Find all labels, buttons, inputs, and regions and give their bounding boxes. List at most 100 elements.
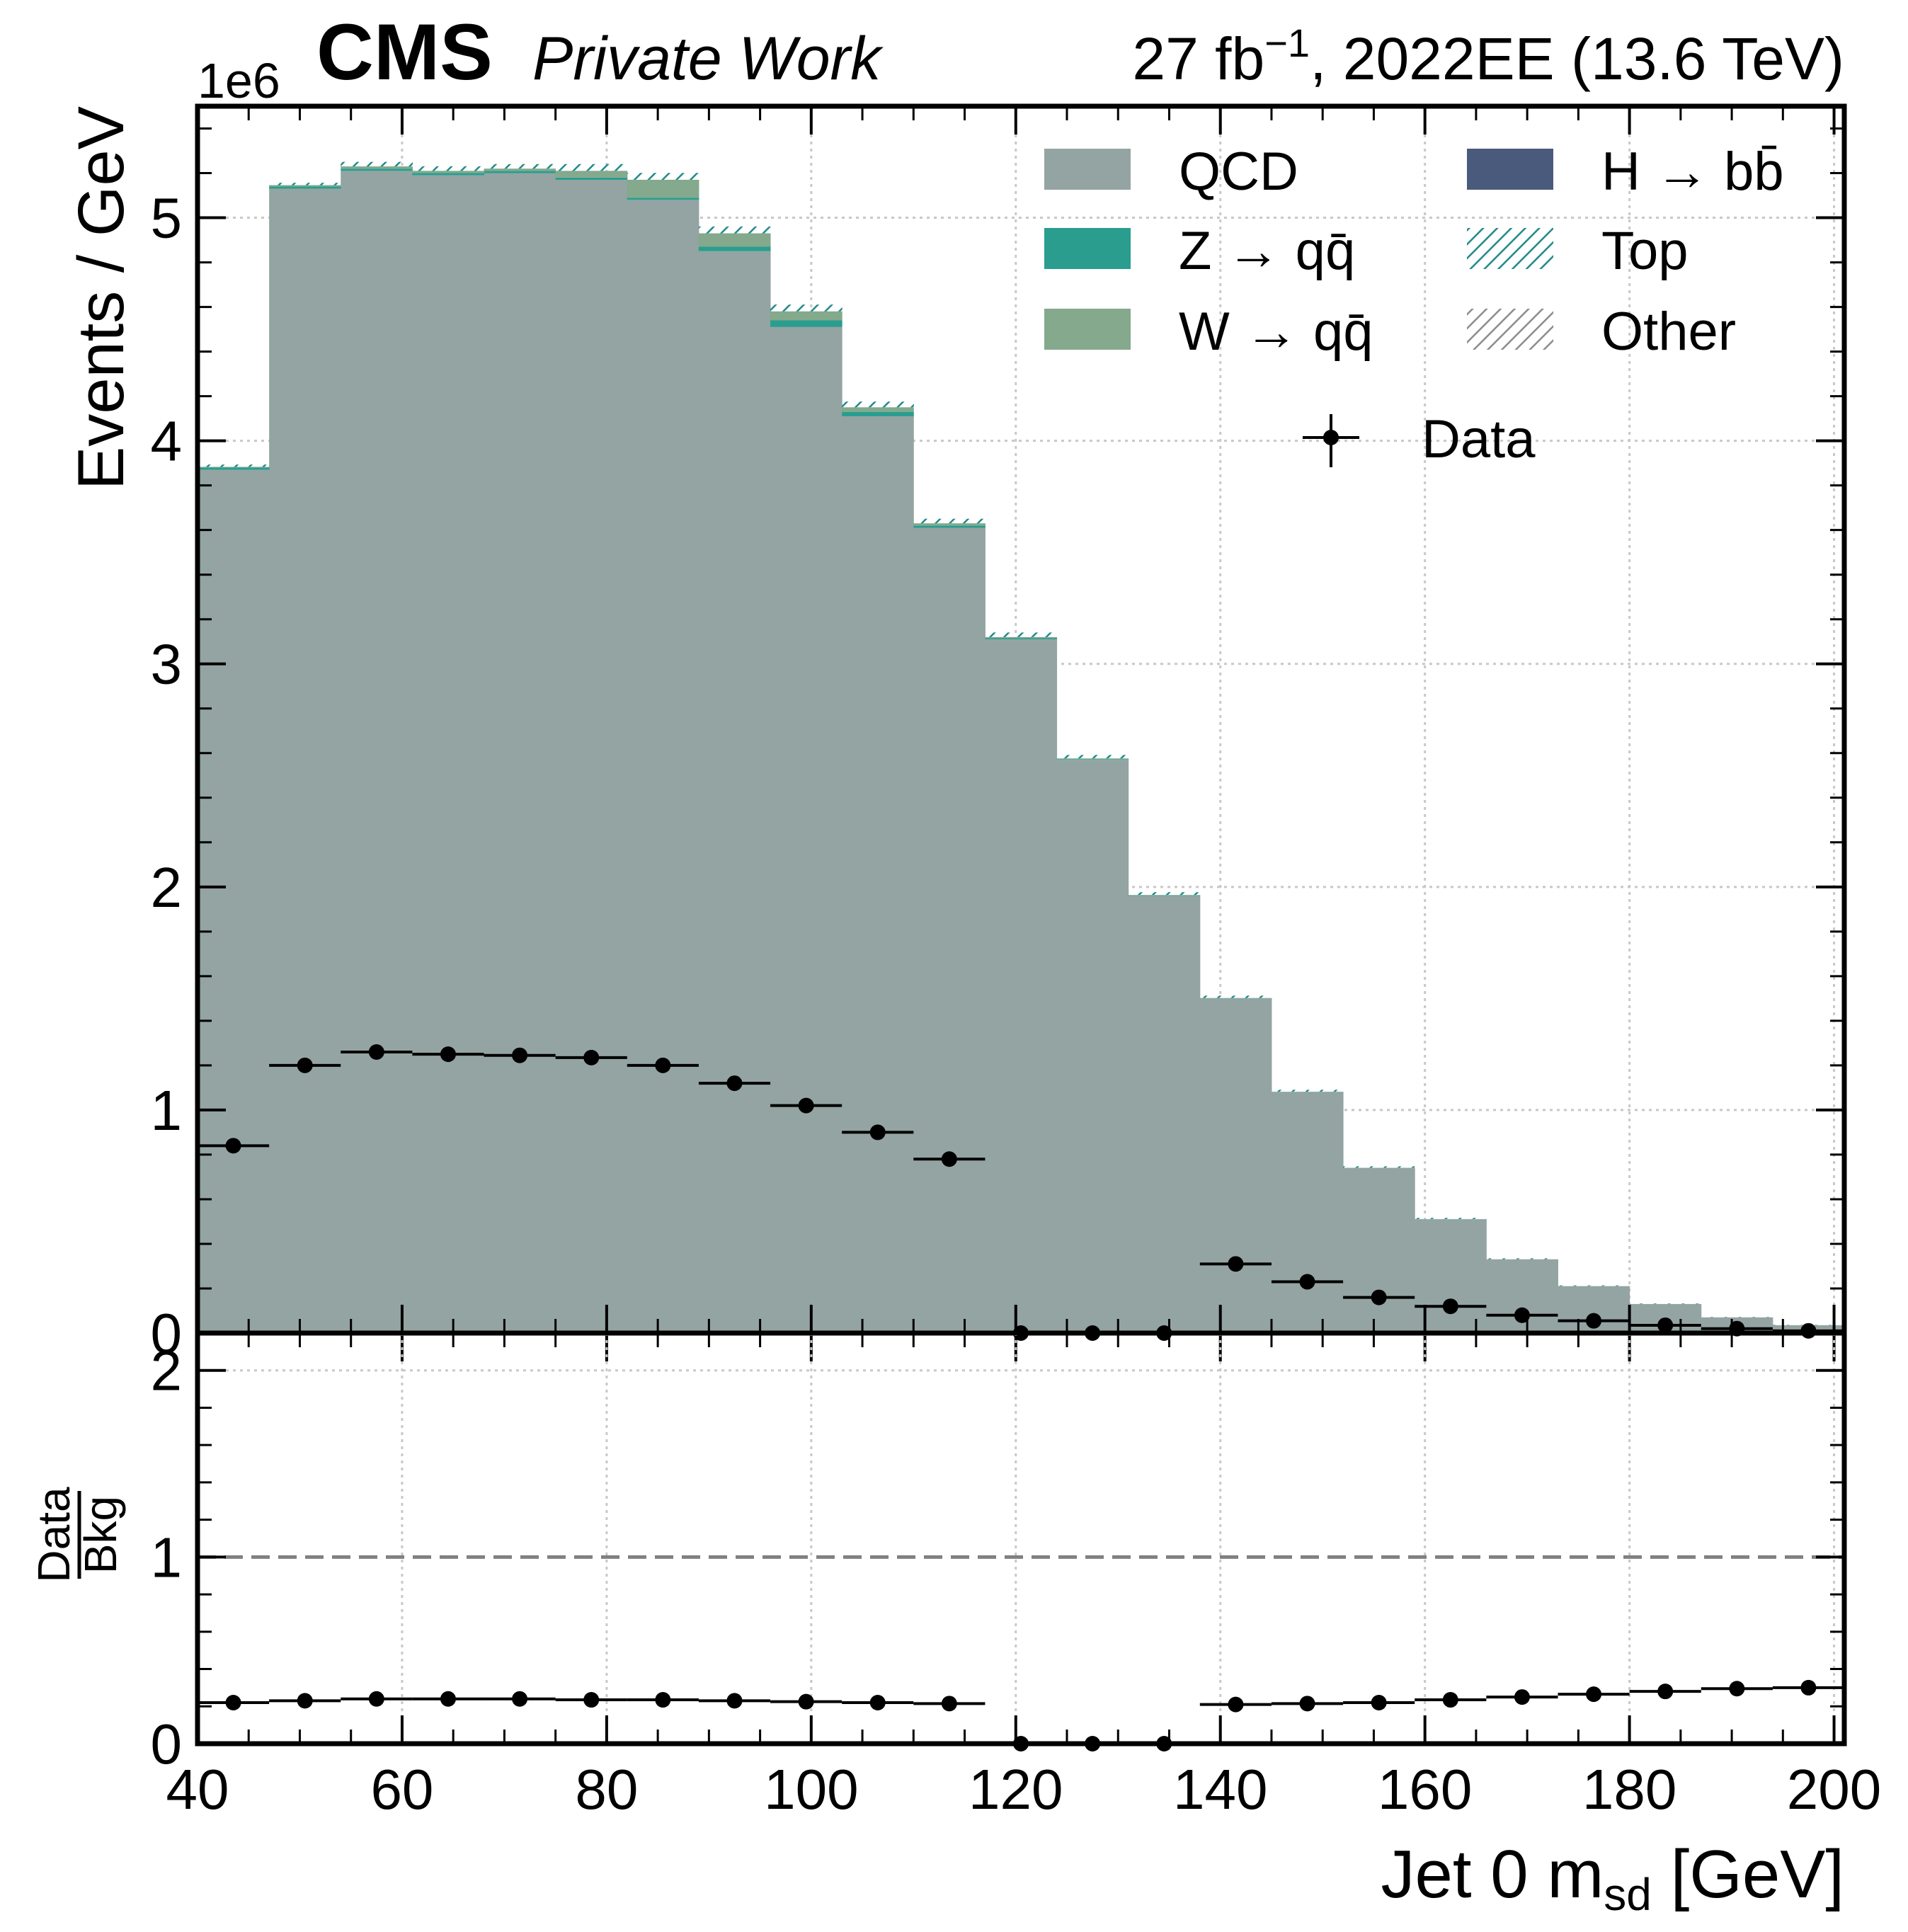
top-bar bbox=[1056, 755, 1129, 759]
legend-label-qcd: QCD bbox=[1179, 142, 1298, 202]
data-point bbox=[1228, 1256, 1244, 1272]
zqq-bar bbox=[985, 638, 1058, 640]
legend-label-part: b̄ bbox=[1754, 142, 1783, 202]
legend-data-marker bbox=[1323, 430, 1339, 445]
x-tick-label: 40 bbox=[166, 1758, 229, 1821]
ratio-grid bbox=[198, 1333, 1844, 1744]
wqq-bar bbox=[913, 523, 986, 526]
qcd-bar bbox=[1343, 1167, 1415, 1333]
x-label-tail: [GeV] bbox=[1652, 1836, 1844, 1912]
legend-swatch-top bbox=[1467, 228, 1553, 269]
main-y-tick-labels: 0 1 2 3 4 5 bbox=[151, 187, 183, 1365]
lumi-tail: , 2022EE (13.6 TeV) bbox=[1310, 25, 1844, 92]
qcd-bar bbox=[1271, 1092, 1344, 1333]
top-bar bbox=[1629, 1303, 1702, 1304]
top-bar bbox=[1128, 892, 1201, 896]
top-bar bbox=[913, 518, 986, 524]
wqq-bar bbox=[1056, 758, 1129, 760]
ratio-point bbox=[1371, 1695, 1387, 1710]
top-bar bbox=[627, 173, 699, 180]
zqq-bar bbox=[698, 246, 771, 251]
qcd-bar bbox=[1056, 760, 1129, 1333]
qcd-bar bbox=[198, 469, 270, 1333]
exponent-label: 1e6 bbox=[198, 53, 280, 108]
zqq-bar bbox=[913, 525, 986, 528]
zqq-bar bbox=[555, 177, 628, 180]
top-bar bbox=[341, 161, 413, 167]
wqq-bar bbox=[985, 636, 1058, 639]
legend-label-other: Other bbox=[1601, 302, 1736, 362]
qcd-bar bbox=[341, 171, 413, 1333]
lumi-label: 27 fb−1, 2022EE (13.6 TeV) bbox=[1132, 21, 1844, 92]
y-tick-label: 3 bbox=[151, 633, 183, 696]
y-tick-label: 4 bbox=[151, 410, 183, 473]
x-tick-label: 160 bbox=[1378, 1758, 1472, 1821]
y-tick-label: 0 bbox=[151, 1713, 183, 1776]
ratio-point bbox=[1514, 1689, 1530, 1705]
qcd-bar bbox=[555, 179, 628, 1333]
x-tick-label: 200 bbox=[1787, 1758, 1881, 1821]
zqq-bar bbox=[341, 168, 413, 171]
qcd-bar bbox=[985, 639, 1058, 1333]
top-bar bbox=[555, 164, 628, 171]
ratio-point bbox=[368, 1691, 384, 1707]
ratio-label-denominator: Bkg bbox=[75, 1496, 126, 1574]
ratio-point bbox=[1228, 1696, 1244, 1713]
legend-label-part: q̄ bbox=[1343, 302, 1373, 362]
legend-swatch-other bbox=[1467, 309, 1553, 350]
wqq-bar bbox=[341, 166, 413, 169]
top-bar bbox=[1343, 1166, 1415, 1168]
data-point bbox=[368, 1044, 384, 1060]
qcd-bar bbox=[1199, 998, 1272, 1333]
data-point bbox=[1514, 1307, 1530, 1323]
ratio-point bbox=[1729, 1681, 1745, 1697]
data-point bbox=[1442, 1298, 1458, 1315]
x-label-main: Jet 0 m bbox=[1381, 1836, 1604, 1912]
status-label: Private Work bbox=[532, 25, 884, 93]
data-point bbox=[726, 1075, 743, 1092]
legend-label-wqq: W → qq̄ bbox=[1179, 302, 1373, 362]
zqq-bar bbox=[484, 171, 556, 173]
x-tick-label: 140 bbox=[1173, 1758, 1267, 1821]
ratio-point bbox=[1586, 1686, 1602, 1703]
data-point bbox=[583, 1049, 600, 1065]
legend-label-part: q bbox=[1281, 221, 1325, 281]
qcd-bar bbox=[698, 251, 771, 1333]
y-tick-label: 2 bbox=[151, 1339, 183, 1402]
top-bar bbox=[1415, 1218, 1487, 1219]
data-point bbox=[1586, 1313, 1602, 1329]
legend-label-part: Z bbox=[1179, 221, 1227, 281]
ratio-point bbox=[726, 1693, 743, 1709]
y-tick-label: 0 bbox=[151, 1302, 183, 1365]
data-point bbox=[297, 1057, 313, 1073]
y-tick-label: 1 bbox=[151, 1079, 183, 1142]
legend-label-part: QCD bbox=[1179, 142, 1298, 202]
top-bar bbox=[269, 183, 341, 185]
data-point bbox=[1657, 1317, 1674, 1333]
data-point bbox=[869, 1124, 886, 1141]
data-point bbox=[1371, 1289, 1387, 1305]
wqq-bar bbox=[198, 467, 270, 468]
legend-label-part: Other bbox=[1601, 302, 1736, 362]
qcd-bar bbox=[412, 175, 485, 1333]
x-tick-label: 120 bbox=[969, 1758, 1063, 1821]
data-point bbox=[1299, 1274, 1315, 1290]
x-tick-label: 180 bbox=[1582, 1758, 1676, 1821]
data-point bbox=[798, 1097, 814, 1114]
top-bar bbox=[985, 632, 1058, 637]
legend-label-part: → bbox=[1655, 142, 1709, 202]
ratio-axis-ticks bbox=[196, 1332, 1844, 1745]
wqq-bar bbox=[842, 407, 914, 412]
top-bar bbox=[842, 401, 914, 408]
legend-label-part: q̄ bbox=[1325, 221, 1355, 281]
data-point bbox=[655, 1057, 671, 1073]
x-tick-label: 100 bbox=[764, 1758, 858, 1821]
wqq-bar bbox=[1128, 895, 1201, 896]
data-point bbox=[941, 1151, 957, 1167]
zqq-bar bbox=[269, 186, 341, 189]
x-tick-label: 60 bbox=[370, 1758, 433, 1821]
legend-label-part: b bbox=[1709, 142, 1754, 202]
lumi-unit: fb bbox=[1215, 25, 1264, 92]
ratio-point bbox=[440, 1691, 456, 1707]
